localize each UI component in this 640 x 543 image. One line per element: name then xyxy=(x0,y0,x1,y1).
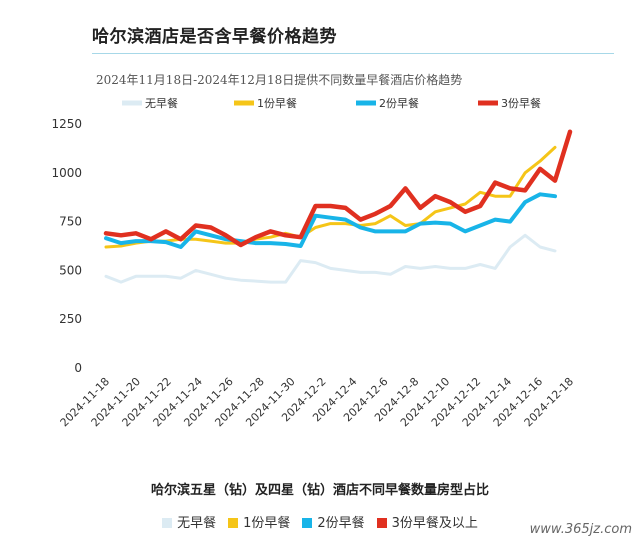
series-line-4 xyxy=(103,129,573,248)
series-lines xyxy=(103,129,573,284)
x-axis: 2024-11-182024-11-202024-11-222024-11-24… xyxy=(58,375,576,429)
y-axis: 0 250 500 750 1000 1250 xyxy=(51,117,82,375)
series-line-1 xyxy=(104,233,557,284)
title-divider xyxy=(92,53,614,54)
y-tick-label: 1000 xyxy=(51,166,82,180)
legend-label-3: 2份早餐 xyxy=(379,96,419,110)
y-tick-label: 750 xyxy=(59,215,82,229)
footer-legend-item-1: 无早餐 xyxy=(162,512,216,531)
y-tick-label: 1250 xyxy=(51,117,82,131)
y-tick-label: 0 xyxy=(74,361,82,375)
footer-legend-swatch xyxy=(162,518,173,528)
footer-legend-item-3: 2份早餐 xyxy=(302,512,365,531)
footer-legend-item-2: 1份早餐 xyxy=(228,512,290,531)
legend-label-1: 无早餐 xyxy=(145,96,178,110)
series-line-3 xyxy=(104,192,557,249)
footer-legend-label: 无早餐 xyxy=(177,516,217,531)
footer-legend-item-4: 3份早餐及以上 xyxy=(376,512,478,531)
footer-legend-label: 1份早餐 xyxy=(243,516,291,531)
footer-legend-label: 2份早餐 xyxy=(317,516,365,531)
footer-legend-swatch xyxy=(302,518,313,528)
footer-legend-swatch xyxy=(228,518,239,528)
legend-label-4: 3份早餐 xyxy=(501,96,541,110)
footer-legend: 无早餐 1份早餐 2份早餐 3份早餐及以上 xyxy=(0,512,640,531)
legend-label-2: 1份早餐 xyxy=(257,96,297,110)
chart-title: 哈尔滨酒店是否含早餐价格趋势 xyxy=(92,27,337,47)
y-tick-label: 500 xyxy=(59,263,82,277)
footer-legend-label: 3份早餐及以上 xyxy=(391,516,478,531)
chart-legend: 无早餐 1份早餐 2份早餐 3份早餐 xyxy=(122,96,541,110)
line-chart: 无早餐 1份早餐 2份早餐 3份早餐 0 250 500 750 1000 1250 2024-… xyxy=(51,96,576,429)
y-tick-label: 250 xyxy=(59,312,82,326)
watermark: www.365jz.com xyxy=(529,522,632,537)
footer-title: 哈尔滨五星（钻）及四星（钻）酒店不同早餐数量房型占比 xyxy=(150,483,489,498)
chart-subtitle: 2024年11月18日-2024年12月18日提供不同数量早餐酒店价格趋势 xyxy=(96,73,463,87)
footer-legend-swatch xyxy=(376,518,387,528)
